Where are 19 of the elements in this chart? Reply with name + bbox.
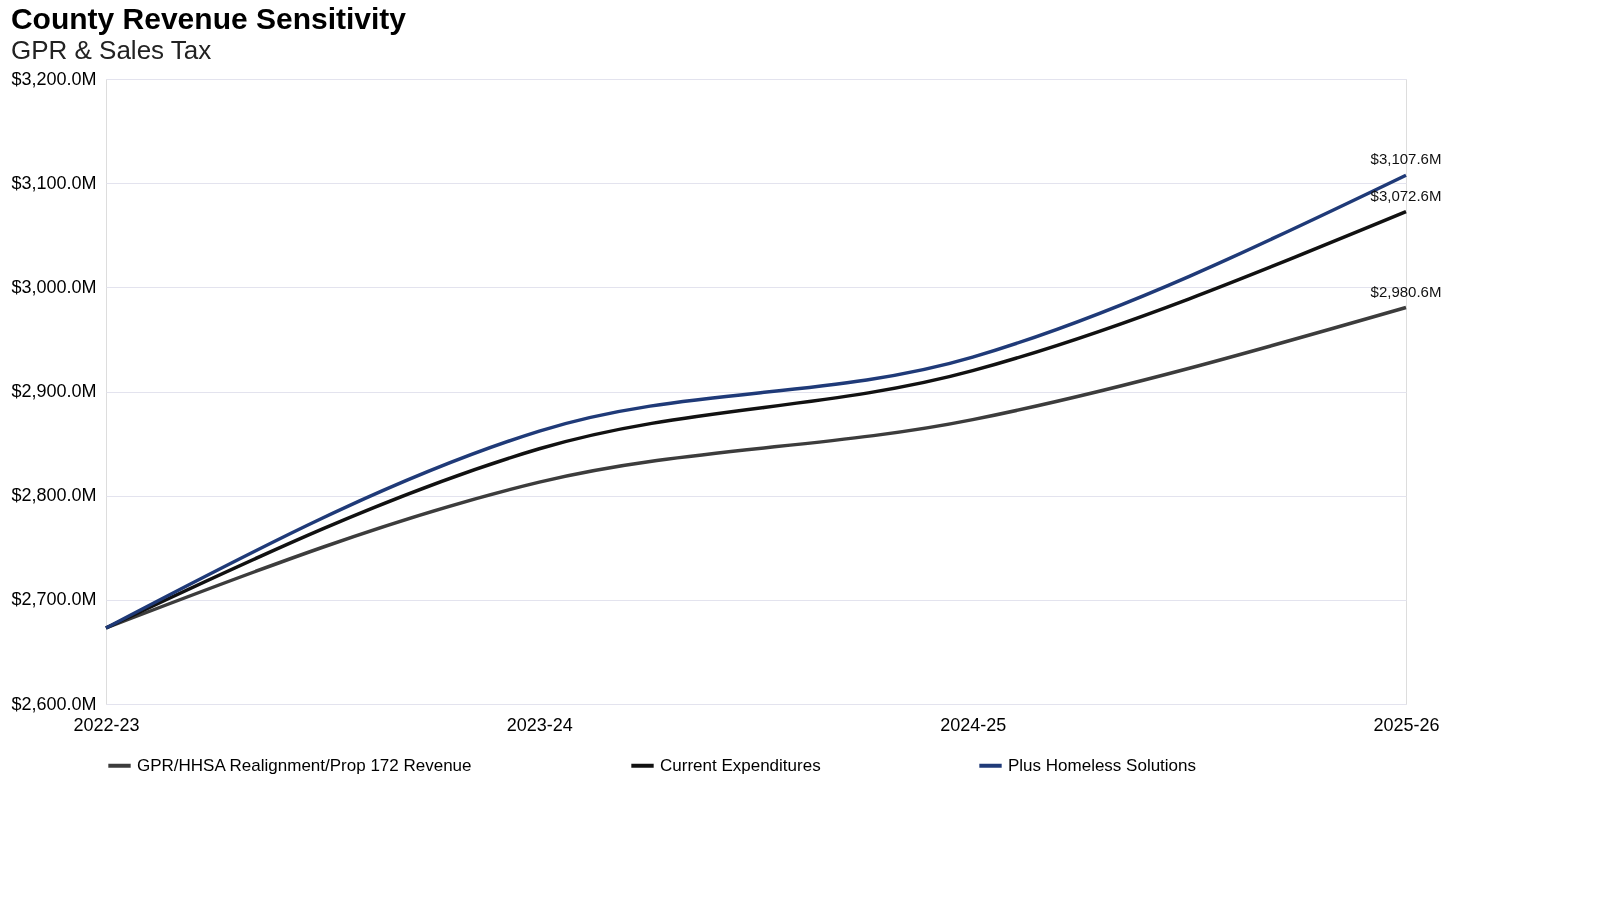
y-tick-label: $3,200.0M [11, 68, 97, 89]
x-tick-label: 2024-25 [940, 714, 1007, 735]
data-label: $3,072.6M [1370, 186, 1442, 204]
data-label: $3,107.6M [1370, 150, 1442, 168]
legend-label: Current Expenditures [660, 755, 821, 775]
data-label: $2,980.6M [1370, 282, 1442, 300]
y-tick-label: $3,000.0M [11, 276, 97, 297]
y-tick-label: $3,100.0M [11, 172, 97, 193]
x-tick-label: 2022-23 [73, 714, 140, 735]
y-tick-label: $2,600.0M [11, 693, 97, 714]
y-tick-label: $2,800.0M [11, 485, 97, 506]
chart-title: County Revenue Sensitivity [10, 2, 407, 35]
legend-label: GPR/HHSA Realignment/Prop 172 Revenue [137, 755, 472, 775]
x-tick-label: 2025-26 [1373, 714, 1440, 735]
y-tick-label: $2,900.0M [11, 381, 97, 401]
chart-subtitle: GPR & Sales Tax [10, 35, 212, 65]
y-tick-label: $2,700.0M [11, 589, 97, 610]
x-tick-label: 2023-24 [506, 714, 573, 735]
legend-label: Plus Homeless Solutions [1008, 755, 1197, 775]
